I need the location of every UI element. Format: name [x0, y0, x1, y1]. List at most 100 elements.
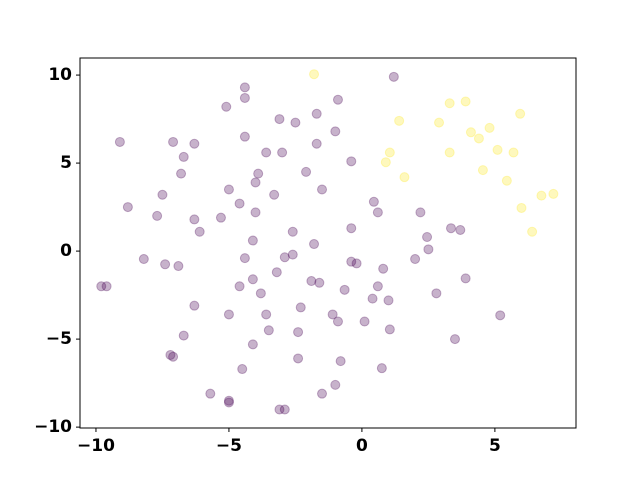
point	[444, 98, 455, 109]
point	[234, 198, 245, 209]
point	[516, 202, 527, 213]
point	[527, 226, 538, 237]
point	[223, 397, 234, 408]
point	[548, 188, 559, 199]
point	[449, 334, 460, 345]
point	[311, 138, 322, 149]
point	[495, 310, 506, 321]
point	[367, 293, 378, 304]
point	[223, 395, 234, 406]
x-tick-label: 0	[356, 436, 368, 456]
point	[444, 147, 455, 158]
point	[399, 172, 410, 183]
point	[422, 232, 433, 243]
point	[434, 117, 445, 128]
point	[255, 288, 266, 299]
point	[508, 147, 519, 158]
point	[423, 244, 434, 255]
point	[205, 388, 216, 399]
point	[223, 184, 234, 195]
point	[239, 92, 250, 103]
point	[484, 122, 495, 133]
y-tick-label: −10	[34, 417, 72, 437]
point	[378, 263, 389, 274]
point	[178, 151, 189, 162]
point	[332, 94, 343, 105]
point	[138, 254, 149, 265]
point	[221, 101, 232, 112]
point	[410, 254, 421, 265]
point	[368, 196, 379, 207]
point	[339, 284, 350, 295]
plot-frame	[79, 57, 577, 429]
point	[431, 288, 442, 299]
point	[234, 281, 245, 292]
point	[247, 274, 258, 285]
point	[247, 235, 258, 246]
point	[351, 258, 362, 269]
point	[247, 339, 258, 350]
x-tick-label: 5	[489, 436, 501, 456]
point	[346, 156, 357, 167]
point	[383, 295, 394, 306]
point	[287, 249, 298, 260]
point	[269, 189, 280, 200]
point	[446, 223, 457, 234]
point	[309, 69, 320, 80]
point	[157, 189, 168, 200]
point	[261, 309, 272, 320]
point	[263, 325, 274, 336]
point	[332, 316, 343, 327]
x-tick-label: −5	[216, 436, 242, 456]
point	[189, 300, 200, 311]
point	[372, 207, 383, 218]
point	[330, 379, 341, 390]
point	[287, 226, 298, 237]
point	[122, 202, 133, 213]
point	[295, 302, 306, 313]
point	[301, 166, 312, 177]
point	[271, 267, 282, 278]
point	[239, 253, 250, 264]
point	[173, 261, 184, 272]
point	[293, 353, 304, 364]
point	[317, 388, 328, 399]
point	[176, 168, 187, 179]
point	[492, 144, 503, 155]
y-tick-label: −5	[46, 329, 72, 349]
point	[317, 184, 328, 195]
point	[237, 364, 248, 375]
point	[501, 175, 512, 186]
point	[274, 404, 285, 415]
point	[168, 136, 179, 147]
point	[330, 126, 341, 137]
point	[261, 147, 272, 158]
point	[290, 117, 301, 128]
point	[415, 207, 426, 218]
point	[152, 210, 163, 221]
point	[178, 330, 189, 341]
point	[250, 207, 261, 218]
point	[96, 281, 107, 292]
point	[394, 115, 405, 126]
point	[376, 363, 387, 374]
point	[473, 133, 484, 144]
point	[274, 114, 285, 125]
point	[314, 277, 325, 288]
point	[239, 131, 250, 142]
point	[309, 239, 320, 250]
point	[465, 127, 476, 138]
point	[536, 190, 547, 201]
point	[380, 157, 391, 168]
point	[293, 327, 304, 338]
y-tick-label: 10	[48, 65, 72, 85]
point	[335, 356, 346, 367]
point	[515, 108, 526, 119]
point	[279, 252, 290, 263]
point	[114, 136, 125, 147]
point	[359, 316, 370, 327]
point	[250, 177, 261, 188]
point	[194, 226, 205, 237]
point	[101, 281, 112, 292]
